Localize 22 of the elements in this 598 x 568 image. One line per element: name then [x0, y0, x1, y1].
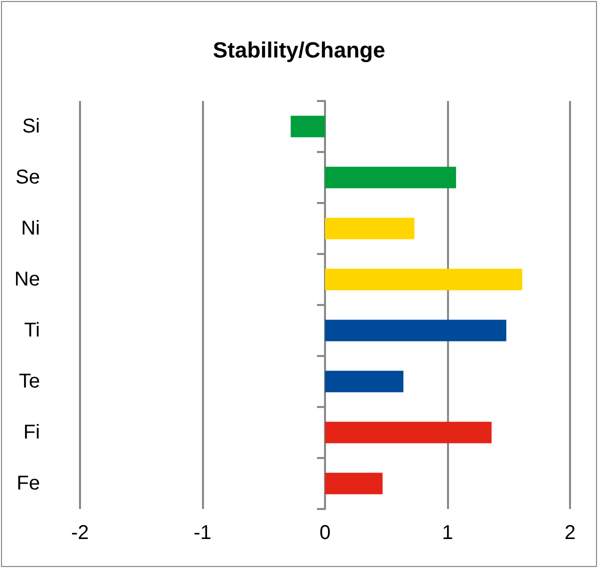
- x-tick-label: 2: [564, 522, 576, 544]
- x-tick-label: 1: [442, 522, 454, 544]
- bar: [325, 320, 506, 342]
- x-tick-label: -1: [194, 522, 212, 544]
- y-tick-label: Ti: [24, 320, 40, 342]
- bar: [325, 370, 404, 392]
- y-tick-label: Ne: [14, 268, 40, 290]
- y-tick-label: Fi: [23, 422, 40, 444]
- chart-title: Stability/Change: [212, 38, 386, 62]
- y-tick-label: Te: [18, 370, 40, 392]
- x-tick-label: -2: [71, 522, 89, 544]
- bar: [325, 472, 383, 494]
- y-tick-label: Fe: [16, 472, 40, 494]
- y-tick-label: Se: [16, 166, 40, 188]
- bar: [325, 268, 522, 290]
- y-tick-label: Ni: [21, 218, 40, 240]
- bar: [325, 166, 456, 188]
- bar: [325, 422, 492, 444]
- bar: [325, 218, 414, 240]
- x-tick-label: 0: [319, 522, 331, 544]
- bar: [290, 116, 325, 138]
- y-tick-label: Si: [22, 116, 40, 138]
